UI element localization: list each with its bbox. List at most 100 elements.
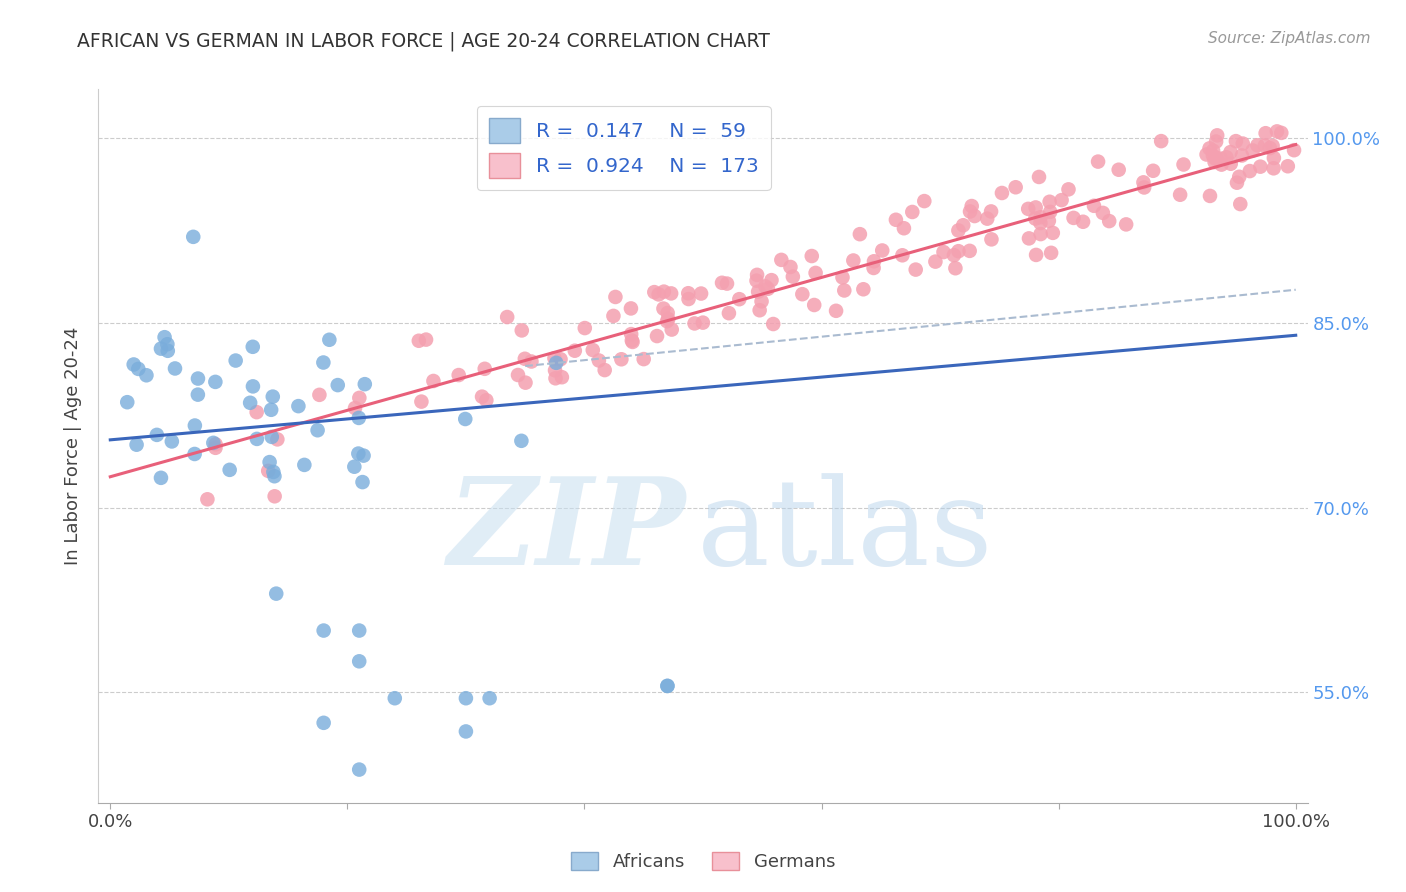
Point [149, 471, 172, 485]
Point [257, 464, 280, 478]
Point [711, 276, 734, 290]
Point [1091, 206, 1114, 220]
Point [960, 199, 983, 213]
Point [574, 321, 596, 335]
Point [945, 261, 967, 276]
Point [312, 355, 335, 369]
Point [1133, 180, 1156, 194]
Point [478, 691, 501, 706]
Point [980, 204, 1002, 219]
Point [1083, 199, 1105, 213]
Point [1241, 144, 1264, 158]
Point [870, 244, 893, 258]
Point [506, 368, 529, 382]
Point [959, 204, 981, 219]
Point [782, 269, 804, 284]
Point [1115, 218, 1137, 232]
Point [1282, 143, 1305, 157]
Point [184, 418, 207, 433]
Text: ZIP: ZIP [447, 473, 685, 591]
Point [1039, 194, 1062, 209]
Point [347, 411, 370, 425]
Point [349, 391, 371, 405]
Point [344, 401, 367, 415]
Point [652, 301, 675, 316]
Point [1142, 163, 1164, 178]
Point [948, 223, 970, 237]
Point [415, 333, 437, 347]
Point [991, 186, 1014, 200]
Point [183, 447, 205, 461]
Point [1029, 227, 1052, 241]
Point [204, 375, 226, 389]
Point [156, 337, 179, 351]
Point [343, 459, 366, 474]
Point [728, 292, 751, 306]
Point [1215, 150, 1237, 164]
Point [318, 333, 340, 347]
Point [1071, 215, 1094, 229]
Point [544, 371, 567, 385]
Point [353, 449, 375, 463]
Point [260, 430, 283, 444]
Point [1199, 189, 1222, 203]
Point [948, 244, 970, 259]
Point [825, 303, 848, 318]
Point [202, 435, 225, 450]
Point [1108, 162, 1130, 177]
Point [454, 412, 477, 426]
Point [312, 715, 335, 730]
Point [520, 354, 543, 368]
Point [454, 724, 477, 739]
Point [717, 306, 740, 320]
Point [643, 285, 665, 299]
Point [932, 245, 955, 260]
Point [160, 434, 183, 449]
Point [1209, 152, 1232, 166]
Point [655, 314, 678, 328]
Point [1173, 157, 1195, 171]
Point [447, 368, 470, 382]
Point [976, 211, 998, 226]
Point [1018, 231, 1040, 245]
Point [474, 361, 496, 376]
Point [1225, 134, 1247, 148]
Point [952, 219, 974, 233]
Point [1270, 126, 1292, 140]
Point [842, 253, 865, 268]
Point [1230, 148, 1253, 162]
Point [551, 370, 574, 384]
Point [980, 232, 1002, 246]
Point [454, 691, 477, 706]
Point [411, 394, 433, 409]
Point [564, 343, 586, 358]
Point [260, 402, 283, 417]
Point [1254, 138, 1277, 153]
Point [657, 679, 679, 693]
Point [1211, 158, 1233, 172]
Point [353, 377, 375, 392]
Point [657, 312, 679, 326]
Point [312, 624, 335, 638]
Point [422, 374, 444, 388]
Point [620, 334, 643, 348]
Point [347, 446, 370, 460]
Point [326, 378, 349, 392]
Point [352, 475, 374, 489]
Point [678, 286, 700, 301]
Point [347, 763, 370, 777]
Point [1202, 144, 1225, 158]
Point [959, 244, 981, 258]
Point [605, 290, 627, 304]
Point [287, 399, 309, 413]
Point [893, 221, 915, 235]
Point [745, 274, 768, 288]
Point [1025, 248, 1047, 262]
Point [225, 353, 247, 368]
Point [546, 356, 568, 370]
Point [862, 260, 884, 275]
Point [1024, 211, 1046, 226]
Point [1261, 138, 1284, 153]
Point [347, 654, 370, 668]
Text: atlas: atlas [697, 473, 994, 591]
